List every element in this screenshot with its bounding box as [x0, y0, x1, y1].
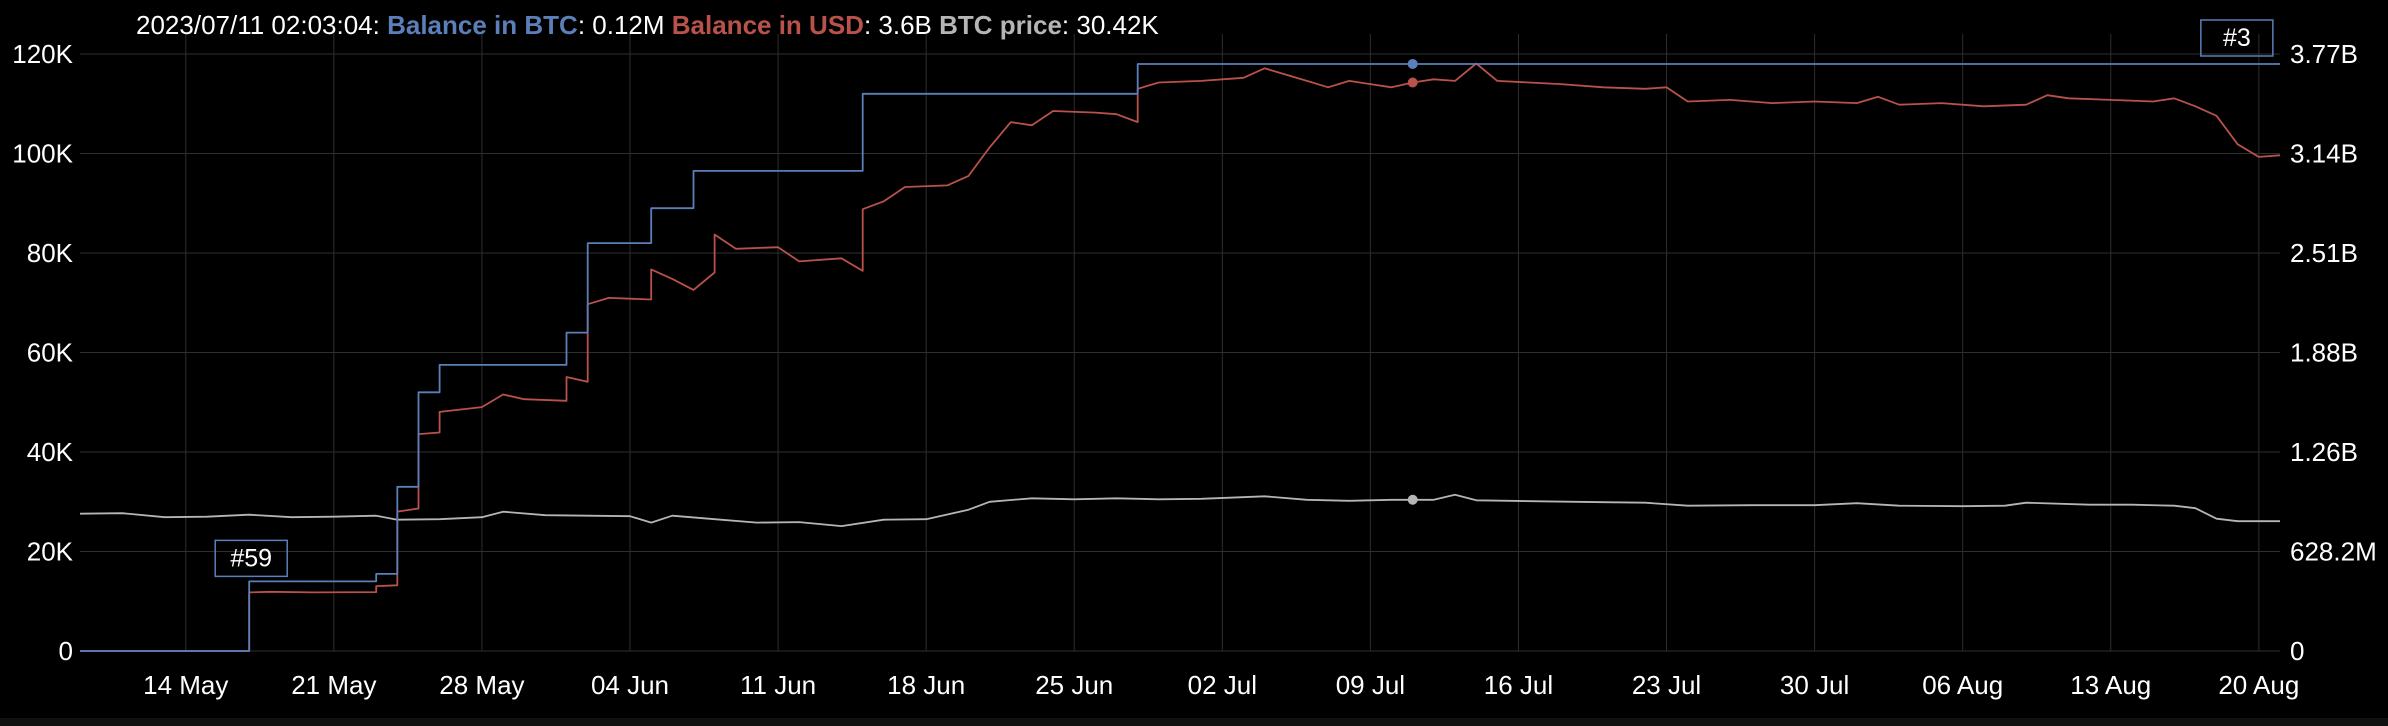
legend-usd-value: : 3.6B — [863, 10, 932, 40]
left-axis-tick: 60K — [27, 338, 74, 368]
legend-price-label: BTC price — [939, 10, 1062, 40]
x-axis-tick: 02 Jul — [1188, 670, 1257, 700]
right-axis-tick: 0 — [2290, 636, 2304, 666]
x-axis-tick: 28 May — [439, 670, 524, 700]
marker-badges: #59 #3 — [214, 19, 2274, 578]
left-axis-tick: 0 — [59, 636, 73, 666]
bottom-strip — [0, 718, 2388, 726]
btc-price-line — [79, 493, 2280, 527]
right-axis-tick: 2.51B — [2290, 238, 2358, 268]
grid-lines — [80, 34, 2280, 652]
x-axis: 14 May 21 May 28 May 04 Jun 11 Jun 18 Jun 25 J… — [143, 670, 2299, 700]
left-axis: 0 20K 40K 60K 80K 100K 120K — [12, 39, 73, 666]
x-axis-tick: 25 Jun — [1035, 670, 1113, 700]
right-axis-tick: 3.14B — [2290, 139, 2358, 169]
right-axis-tick: 628.2M — [2290, 537, 2377, 567]
x-axis-tick: 16 Jul — [1484, 670, 1553, 700]
x-axis-tick: 21 May — [291, 670, 376, 700]
legend-usd-label: Balance in USD — [671, 10, 864, 40]
x-axis-tick: 14 May — [143, 670, 228, 700]
usd-balance-line — [80, 62, 2281, 652]
x-axis-tick: 09 Jul — [1336, 670, 1405, 700]
badge-box — [2200, 19, 2274, 57]
legend-btc-value: : 0.12M — [577, 10, 665, 40]
series-layer — [79, 62, 2281, 652]
badge-label: #3 — [2223, 24, 2251, 52]
legend-timestamp: 2023/07/11 02:03:04: — [136, 10, 380, 40]
right-axis-tick: 3.77B — [2290, 39, 2358, 69]
usd-balance-crosshair-dot — [1407, 77, 1418, 88]
left-axis-tick: 20K — [27, 537, 74, 567]
x-axis-tick: 23 Jul — [1632, 670, 1701, 700]
left-axis-tick: 80K — [27, 238, 74, 268]
x-axis-tick: 11 Jun — [740, 670, 816, 700]
legend-btc-label: Balance in BTC — [387, 10, 578, 40]
left-axis-tick: 40K — [27, 437, 74, 467]
badge-label: #59 — [230, 544, 272, 572]
x-axis-tick: 04 Jun — [591, 670, 669, 700]
crosshair-markers — [1407, 58, 1418, 505]
right-axis-tick: 1.88B — [2290, 338, 2358, 368]
left-axis-tick: 100K — [12, 139, 73, 169]
right-axis: 0 628.2M 1.26B 1.88B 2.51B 3.14B 3.77B — [2290, 39, 2377, 666]
x-axis-tick: 20 Aug — [2218, 670, 2299, 700]
x-axis-tick: 30 Jul — [1780, 670, 1849, 700]
btc-balance-line — [80, 63, 2280, 652]
left-axis-tick: 120K — [12, 39, 73, 69]
chart-legend: 2023/07/11 02:03:04: Balance in BTC: 0.1… — [136, 10, 1159, 41]
legend-price-value: : 30.42K — [1061, 10, 1159, 40]
right-axis-tick: 1.26B — [2290, 437, 2358, 467]
btc-balance-crosshair-dot — [1407, 58, 1418, 69]
x-axis-tick: 06 Aug — [1922, 670, 2003, 700]
badge-box — [214, 539, 288, 578]
x-axis-tick: 13 Aug — [2070, 670, 2151, 700]
btc-price-crosshair-dot — [1407, 494, 1418, 505]
x-axis-tick: 18 Jun — [887, 670, 965, 700]
